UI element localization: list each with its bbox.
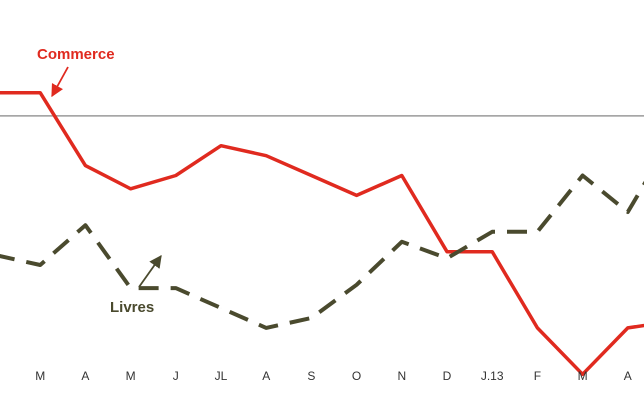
x-tick-label: J <box>173 369 179 383</box>
series-layer <box>0 90 644 377</box>
x-tick-label: A <box>81 369 89 383</box>
x-tick-label: M <box>126 369 136 383</box>
x-tick-label: O <box>352 369 361 383</box>
x-tick-label: M <box>35 369 45 383</box>
series-line-livres <box>0 173 644 330</box>
x-tick-label: J.13 <box>481 369 504 383</box>
x-tick-label: A <box>262 369 270 383</box>
x-tick-label: M <box>578 369 588 383</box>
livres-annotation-label: Livres <box>110 299 154 316</box>
x-tick-label: JL <box>215 369 228 383</box>
x-tick-label: S <box>307 369 315 383</box>
commerce-annotation-label: Commerce <box>37 46 115 63</box>
x-tick-label: F <box>534 369 541 383</box>
x-tick-label: N <box>397 369 406 383</box>
livres-annotation-arrow <box>138 254 162 288</box>
x-tick-label: D <box>443 369 452 383</box>
series-line-commerce <box>0 90 644 377</box>
x-tick-label: A <box>624 369 632 383</box>
x-axis-tick-labels: FMAMJJLASONDJ.13FMAM <box>35 369 632 383</box>
commerce-annotation-arrow <box>51 66 69 98</box>
